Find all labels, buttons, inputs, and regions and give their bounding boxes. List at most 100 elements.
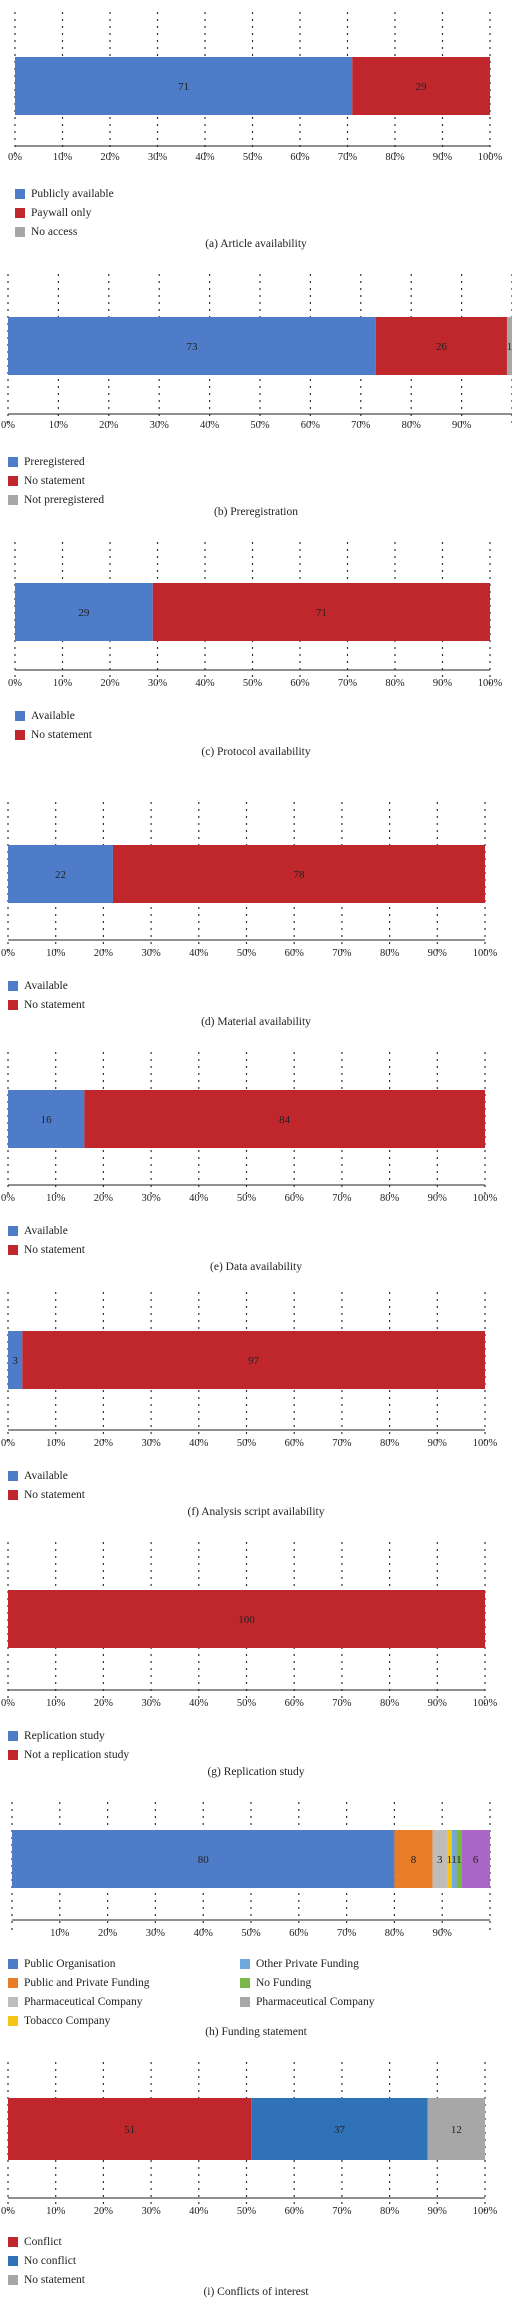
chart-a-tick-label: 30%: [148, 152, 168, 163]
legend-item: No Funding: [240, 1974, 374, 1993]
chart-g-tick-label: 0%: [1, 1698, 15, 1709]
chart-e-tick-label: 60%: [285, 1193, 305, 1204]
legend-label: No access: [31, 226, 78, 238]
legend-item: Preregistered: [8, 453, 104, 472]
chart-c-tick-label: 40%: [195, 678, 215, 689]
chart-h-data-label-3: 1: [447, 1854, 453, 1866]
chart-h-tick-label: 20%: [98, 1928, 118, 1939]
chart-b-tick-label: 80%: [402, 420, 422, 431]
chart-d-data-label-0: 22: [55, 869, 66, 881]
legend-item: Conflict: [8, 2233, 85, 2252]
legend-label: Tobacco Company: [24, 2015, 111, 2027]
chart-e-tick-label: 0%: [1, 1193, 15, 1204]
chart-a-tick-label: 60%: [290, 152, 310, 163]
chart-d-tick-label: 0%: [1, 948, 15, 959]
legend-label: Paywall only: [31, 207, 92, 219]
legend-item: Publicly available: [15, 185, 114, 204]
chart-b-legend: Preregistered No statement Not preregister…: [8, 453, 104, 510]
chart-g-tick-label: 70%: [332, 1698, 352, 1709]
chart-h-segment-7: [461, 1830, 490, 1888]
chart-e-segment-0: [8, 1090, 85, 1148]
chart-a-tick-label: 80%: [385, 152, 405, 163]
legend-label: Preregistered: [24, 456, 85, 468]
chart-f-data-label-0: 3: [12, 1355, 18, 1367]
chart-a-tick-label: 70%: [338, 152, 358, 163]
legend-label: Available: [24, 980, 68, 992]
chart-b-caption: (b) Preregistration: [214, 506, 298, 518]
chart-c-data-label-0: 29: [78, 607, 90, 619]
legend-item: Not preregistered: [8, 491, 104, 510]
legend-item: Pharmaceutical Company: [8, 1993, 150, 2012]
legend-swatch: [8, 2256, 18, 2266]
legend-swatch: [15, 730, 25, 740]
chart-e-data-label-0: 16: [41, 1114, 53, 1126]
chart-h-tick-label: 10%: [50, 1928, 70, 1939]
legend-label: No statement: [24, 2274, 85, 2286]
chart-d-tick-label: 40%: [189, 948, 209, 959]
legend-label: No statement: [24, 475, 85, 487]
chart-f-tick-label: 20%: [94, 1438, 114, 1449]
chart-b-tick-label: 70%: [351, 420, 371, 431]
chart-h-segment-2: [432, 1830, 447, 1888]
legend-label: No conflict: [24, 2255, 77, 2267]
chart-i-data-label-1: 37: [334, 2124, 346, 2136]
chart-e-data-label-1: 84: [279, 1114, 291, 1126]
chart-i-legend: Conflict No conflict No statement: [8, 2233, 85, 2290]
chart-b-tick-label: 60%: [301, 420, 321, 431]
legend-label: No statement: [24, 1489, 85, 1501]
chart-b-segment-2: [506, 317, 512, 375]
chart-i-segment-0: [8, 2098, 252, 2160]
chart-c-tick-label: 50%: [243, 678, 263, 689]
chart-b-tick-label: 90%: [452, 420, 472, 431]
chart-c-tick-label: 30%: [148, 678, 168, 689]
legend-swatch: [15, 189, 25, 199]
chart-b-tick-label: 40%: [200, 420, 220, 431]
chart-d-legend: Available No statement: [8, 977, 85, 1015]
chart-i-tick-label: 60%: [285, 2206, 305, 2217]
chart-i-caption: (i) Conflicts of interest: [203, 2286, 309, 2298]
chart-b-tick-label: 50%: [250, 420, 270, 431]
legend-item: No statement: [8, 1486, 85, 1505]
chart-d-segment-1: [112, 845, 485, 903]
chart-h-tick-label: 40%: [194, 1928, 214, 1939]
legend-item: No statement: [8, 2271, 85, 2290]
chart-f-tick-label: 30%: [141, 1438, 161, 1449]
legend-label: Not preregistered: [24, 494, 105, 506]
legend-label: Available: [24, 1225, 68, 1237]
chart-a-tick-label: 20%: [100, 152, 120, 163]
legend-swatch: [8, 476, 18, 486]
legend-swatch: [8, 2237, 18, 2247]
legend-label: Not a replication study: [24, 1749, 130, 1761]
legend-swatch: [8, 2275, 18, 2285]
legend-swatch: [240, 1997, 250, 2007]
chart-c-tick-label: 0%: [8, 678, 22, 689]
chart-a-data-label-1: 29: [416, 81, 428, 93]
chart-h-segment-1: [394, 1830, 433, 1888]
chart-g-tick-label: 80%: [380, 1698, 400, 1709]
chart-h-segment-4: [451, 1830, 457, 1888]
chart-c-tick-label: 60%: [290, 678, 310, 689]
legend-item: Available: [8, 1467, 85, 1486]
chart-d-tick-label: 90%: [428, 948, 448, 959]
chart-e-tick-label: 80%: [380, 1193, 400, 1204]
chart-f-tick-label: 70%: [332, 1438, 352, 1449]
chart-d-tick-label: 20%: [94, 948, 114, 959]
chart-i-tick-label: 10%: [46, 2206, 66, 2217]
chart-b-tick-label: 20%: [99, 420, 119, 431]
legend-label: Conflict: [24, 2236, 62, 2248]
chart-e-tick-label: 50%: [237, 1193, 257, 1204]
chart-i-data-label-0: 51: [124, 2124, 135, 2136]
chart-h-data-label-4: 1: [451, 1854, 457, 1866]
chart-h-data-label-5: 1: [456, 1854, 462, 1866]
chart-g-tick-label: 60%: [285, 1698, 305, 1709]
chart-a-tick-label: 50%: [243, 152, 263, 163]
chart-b-tick-label: 30%: [150, 420, 170, 431]
chart-i-tick-label: 70%: [332, 2206, 352, 2217]
chart-c-segment-1: [152, 583, 490, 641]
